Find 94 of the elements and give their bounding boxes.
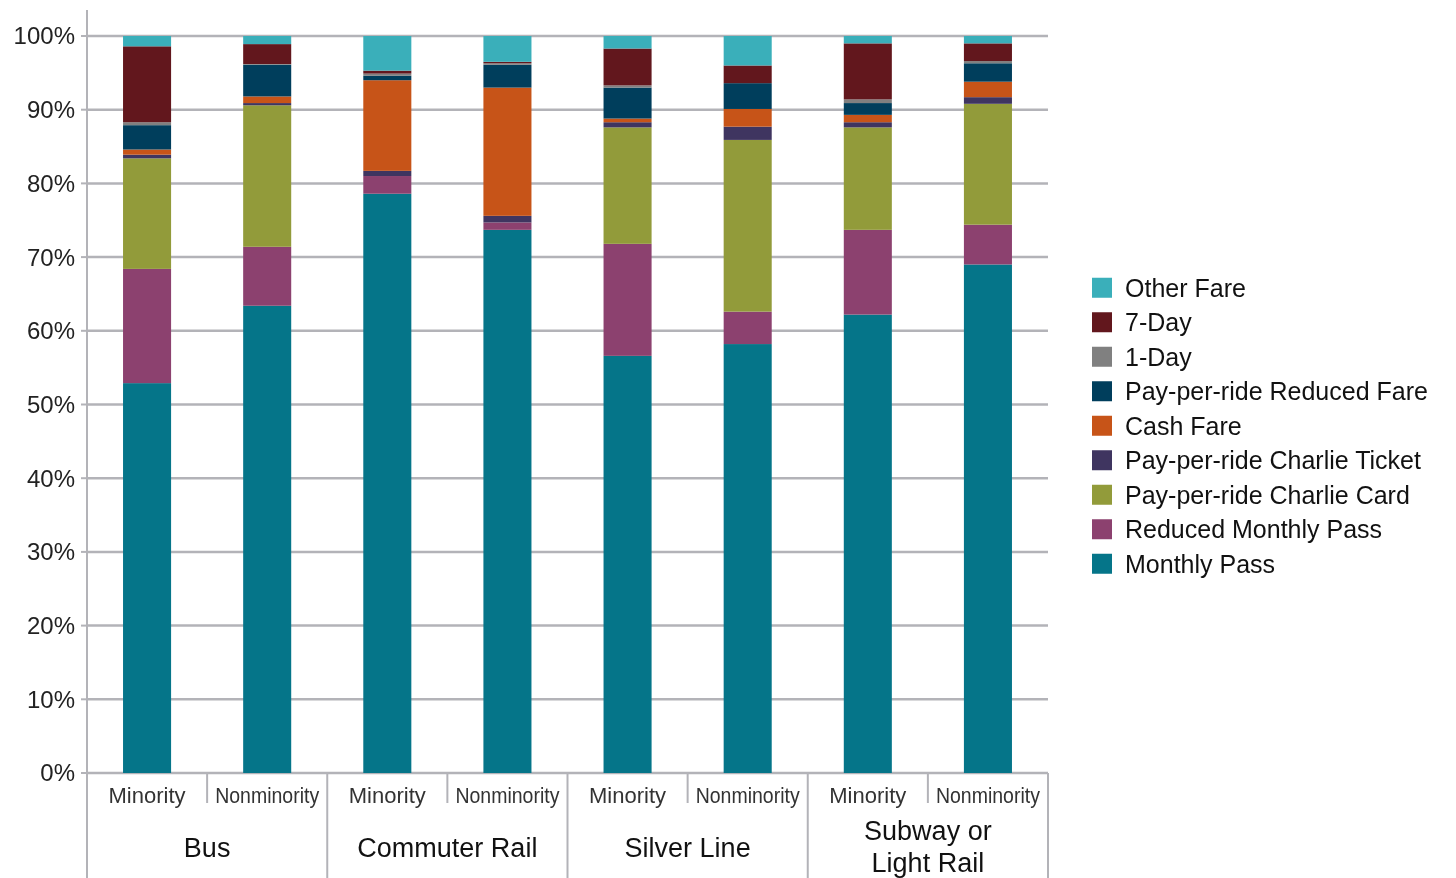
bar <box>123 36 172 47</box>
x-tick-label: Minority <box>829 782 907 808</box>
bar <box>243 103 292 106</box>
bar <box>843 122 892 128</box>
y-tick-label: 50% <box>26 390 75 418</box>
bar <box>963 63 1012 82</box>
bar <box>363 36 412 71</box>
bar <box>123 149 172 155</box>
y-tick-label: 20% <box>26 612 75 639</box>
bar <box>963 264 1012 773</box>
x-tick-label: Minority <box>348 782 426 808</box>
bar <box>963 36 1012 44</box>
bar <box>363 193 412 773</box>
bar <box>723 126 772 140</box>
x-tick-label: Nonminority <box>455 782 573 808</box>
bar <box>123 46 172 123</box>
bar <box>123 125 172 150</box>
text: Silver Line <box>624 833 751 864</box>
legend-label: Pay-per-ride Reduced Fare <box>1125 377 1428 405</box>
bar <box>843 103 892 115</box>
text: Bus <box>183 833 231 864</box>
bar <box>483 215 532 223</box>
bar <box>963 43 1012 62</box>
bar <box>603 355 652 773</box>
bar <box>723 108 772 127</box>
y-tick-label: 100% <box>13 22 75 50</box>
x-tick-label: Nonminority <box>935 782 1054 808</box>
legend-label: Reduced Monthly Pass <box>1125 515 1383 543</box>
x-tick-label: Nonminority <box>695 782 814 808</box>
bar <box>843 114 892 123</box>
bar <box>363 170 412 177</box>
legend-label: 1-Day <box>1125 342 1193 371</box>
bar <box>603 243 652 356</box>
bar <box>243 105 292 247</box>
bar <box>843 314 892 773</box>
bar <box>123 122 172 126</box>
bar <box>483 87 532 216</box>
bar <box>243 64 292 97</box>
bar <box>243 305 292 773</box>
bar <box>483 36 532 62</box>
bar <box>723 83 772 109</box>
bar <box>243 246 292 306</box>
bar <box>603 48 652 86</box>
legend-label: 7-Day <box>1125 308 1193 336</box>
y-tick-label: 90% <box>26 96 75 124</box>
y-tick-label: 60% <box>26 317 75 345</box>
legend-label: Monthly Pass <box>1125 549 1276 578</box>
bar <box>603 36 652 49</box>
text: Commuter Rail <box>357 833 538 864</box>
bar <box>603 127 652 244</box>
bar <box>243 44 292 65</box>
bar <box>963 97 1012 104</box>
bar <box>603 122 652 128</box>
bar <box>243 96 292 104</box>
bar <box>723 344 772 773</box>
bar <box>723 36 772 66</box>
y-tick-label: 30% <box>26 538 75 566</box>
bar <box>363 75 412 81</box>
bar <box>723 139 772 312</box>
legend-label: Pay-per-ride Charlie Ticket <box>1125 446 1421 474</box>
bar <box>123 158 172 269</box>
bar <box>963 103 1012 225</box>
bar <box>723 65 772 84</box>
bar <box>963 224 1012 265</box>
bar <box>243 36 292 45</box>
bar <box>963 81 1012 98</box>
legend-label: Other Fare <box>1125 273 1246 302</box>
legend-label: Cash Fare <box>1125 411 1242 440</box>
y-tick-label: 40% <box>26 464 75 492</box>
y-tick-label: 70% <box>26 243 75 271</box>
bar <box>603 85 652 88</box>
bar <box>123 383 172 773</box>
bar <box>123 268 172 384</box>
y-tick-label: 0% <box>40 759 75 787</box>
bar <box>483 64 532 88</box>
y-tick-label: 10% <box>26 685 75 713</box>
x-tick-label: Nonminority <box>215 782 333 808</box>
bar <box>483 222 532 230</box>
y-tick-label: 80% <box>26 169 75 197</box>
bar <box>963 61 1012 64</box>
bar <box>603 87 652 119</box>
bar <box>483 229 532 773</box>
bar <box>363 176 412 194</box>
bar <box>363 80 412 171</box>
x-tick-label: Minority <box>108 782 186 808</box>
bar <box>843 36 892 44</box>
bar <box>843 43 892 100</box>
bar <box>843 99 892 104</box>
text: Subway or Light Rail <box>864 816 992 878</box>
legend-label: Pay-per-ride Charlie Card <box>1125 480 1410 509</box>
bar <box>723 311 772 345</box>
x-tick-label: Minority <box>589 782 667 808</box>
bar <box>843 229 892 315</box>
bar <box>843 127 892 230</box>
